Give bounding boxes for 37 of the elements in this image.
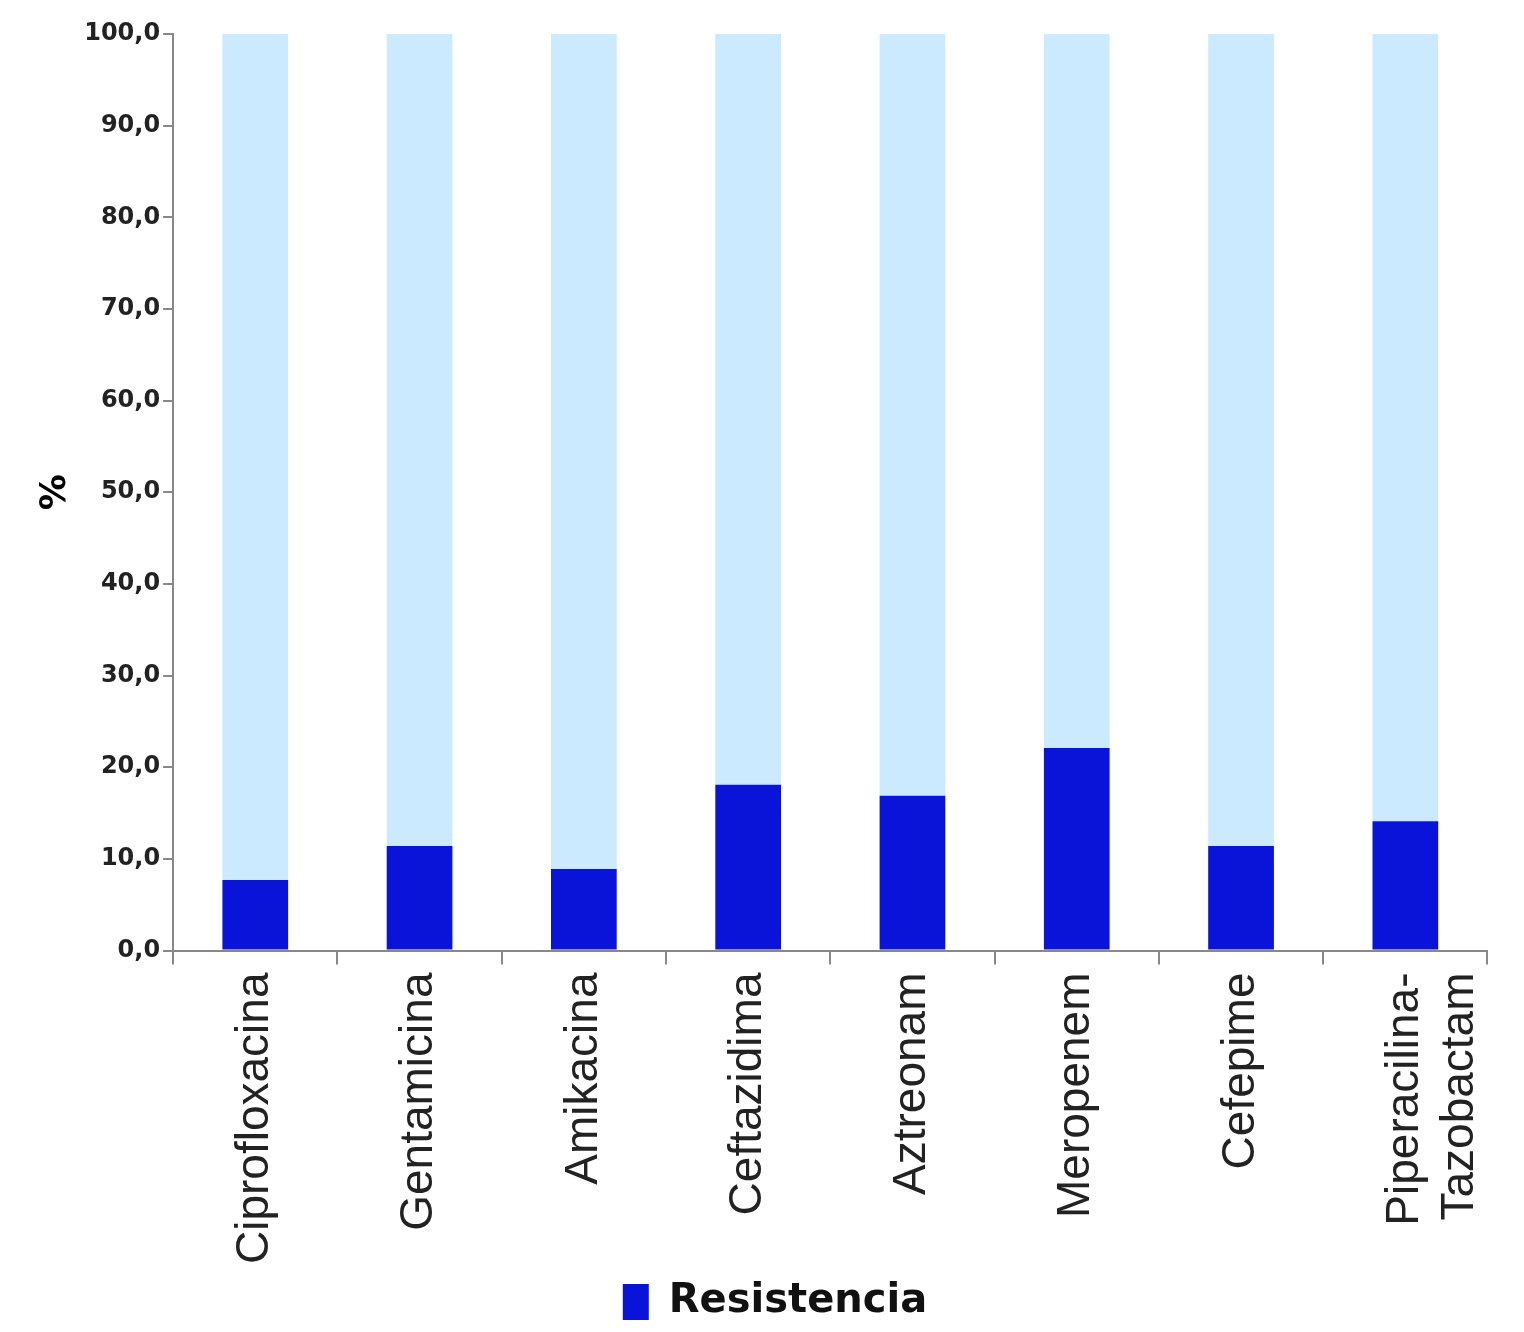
x-tick-label: Ceftazidima bbox=[718, 972, 771, 1216]
bar bbox=[551, 34, 617, 869]
y-tick-label: 10,0 bbox=[100, 843, 161, 872]
y-tick-label: 0,0 bbox=[117, 934, 161, 963]
y-tick-label: 100,0 bbox=[84, 18, 161, 47]
legend-label: Resistencia bbox=[668, 1275, 928, 1322]
bar bbox=[715, 784, 782, 950]
y-tick-label: 30,0 bbox=[100, 659, 161, 688]
bar bbox=[1372, 34, 1439, 822]
y-tick-label: 70,0 bbox=[100, 293, 161, 322]
y-tick-label: 80,0 bbox=[100, 201, 161, 230]
x-tick-label: Aztreonam bbox=[883, 972, 936, 1195]
x-tick-label: Ciprofloxacina bbox=[225, 972, 278, 1265]
bar bbox=[551, 868, 617, 950]
bar bbox=[386, 34, 453, 847]
bar bbox=[386, 846, 453, 950]
y-tick-label: 50,0 bbox=[100, 476, 161, 505]
y-tick-label: 60,0 bbox=[100, 384, 161, 413]
bar bbox=[222, 879, 289, 950]
y-tick-label: 40,0 bbox=[100, 568, 161, 597]
y-tick-label: 20,0 bbox=[100, 751, 161, 780]
bar bbox=[879, 34, 946, 796]
x-tick-label: Gentamicina bbox=[390, 972, 443, 1231]
bar bbox=[1208, 34, 1274, 847]
bar bbox=[1043, 34, 1110, 748]
x-tick-label: Piperacilina-Tazobactam bbox=[1376, 972, 1484, 1226]
y-axis-title: % bbox=[31, 474, 73, 511]
bar bbox=[715, 34, 782, 785]
x-tick-label: Cefepime bbox=[1211, 972, 1264, 1170]
bar bbox=[1372, 821, 1439, 950]
bar bbox=[1208, 846, 1274, 950]
y-tick-label: 90,0 bbox=[100, 109, 161, 138]
bar bbox=[222, 34, 289, 880]
x-tick-label: Meropenem bbox=[1047, 972, 1100, 1218]
bar bbox=[879, 795, 946, 950]
bar bbox=[1043, 747, 1110, 950]
x-tick-label: Amikacina bbox=[554, 972, 607, 1185]
